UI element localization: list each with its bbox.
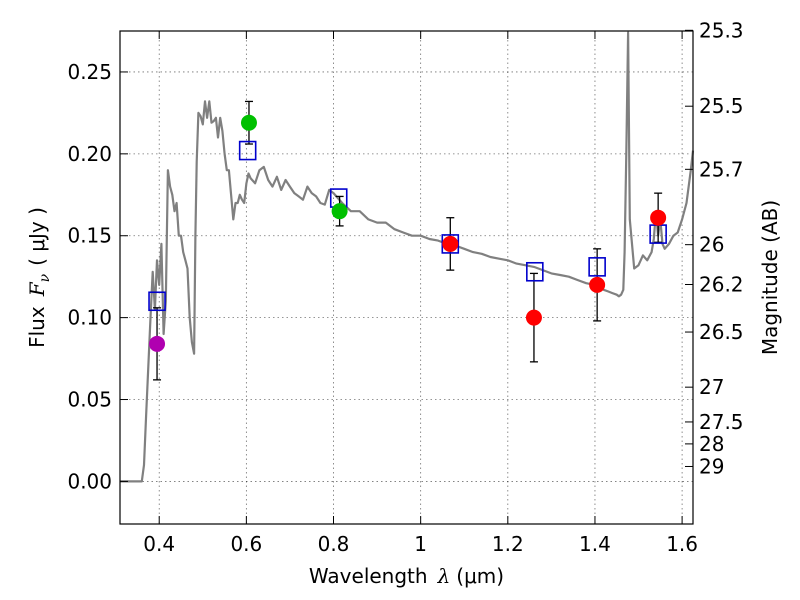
mag-tick-label: 26.2 (699, 272, 744, 296)
mag-tick-label: 26 (699, 233, 724, 257)
y-tick-label: 0.25 (67, 60, 112, 84)
y-tick-label: 0.00 (67, 469, 112, 493)
model-square-point (238, 140, 257, 161)
model-square-point (526, 261, 544, 282)
x-tick-label: 0.4 (143, 532, 175, 556)
mag-tick-label: 28 (699, 432, 724, 456)
grid-lines (120, 31, 693, 524)
plot-frame (119, 30, 694, 525)
photometry-point (331, 203, 348, 220)
mag-tick-label: 26.5 (699, 320, 744, 344)
mag-tick-label: 27.5 (699, 410, 744, 434)
secondary-y-axis-title: Magnitude (AB) (758, 200, 782, 355)
error-bars (153, 100, 663, 381)
axis-ticks: 0.4 0.6 0.8 1 1.2 1.4 1.6 0.00 0.05 0.10 0.15 0.20 0… (67, 18, 743, 556)
x-tick-label: 1.2 (492, 532, 524, 556)
y-tick-label: 0.20 (67, 142, 112, 166)
mag-tick-label: 25.3 (699, 18, 744, 42)
spectrum-line (120, 31, 695, 483)
x-tick-label: 0.8 (318, 532, 350, 556)
y-axis-title: FluxFν( μJy ) (25, 207, 53, 348)
mag-tick-label: 25.7 (699, 157, 744, 181)
photometry-point (442, 235, 459, 252)
template-spectrum (120, 31, 695, 483)
model-square-point (588, 257, 606, 277)
y-tick-label: 0.05 (67, 388, 112, 412)
photometry-point (240, 114, 257, 131)
model-square-point (148, 291, 166, 312)
x-axis-title: Wavelength λ (μm) (309, 564, 504, 588)
x-tick-label: 1 (414, 532, 427, 556)
photometry-point (149, 335, 166, 352)
photometry-point (589, 276, 606, 293)
mag-tick-label: 27 (699, 375, 724, 399)
photometry-point (650, 209, 667, 226)
y-tick-label: 0.10 (67, 306, 112, 330)
photometry-point (525, 309, 542, 326)
x-tick-label: 1.4 (579, 532, 611, 556)
x-tick-label: 0.6 (230, 532, 262, 556)
photometry-points (149, 114, 667, 352)
mag-tick-label: 25.5 (699, 94, 744, 118)
mag-tick-label: 29 (699, 454, 724, 478)
x-tick-label: 1.6 (666, 532, 698, 556)
y-tick-label: 0.15 (67, 224, 112, 248)
